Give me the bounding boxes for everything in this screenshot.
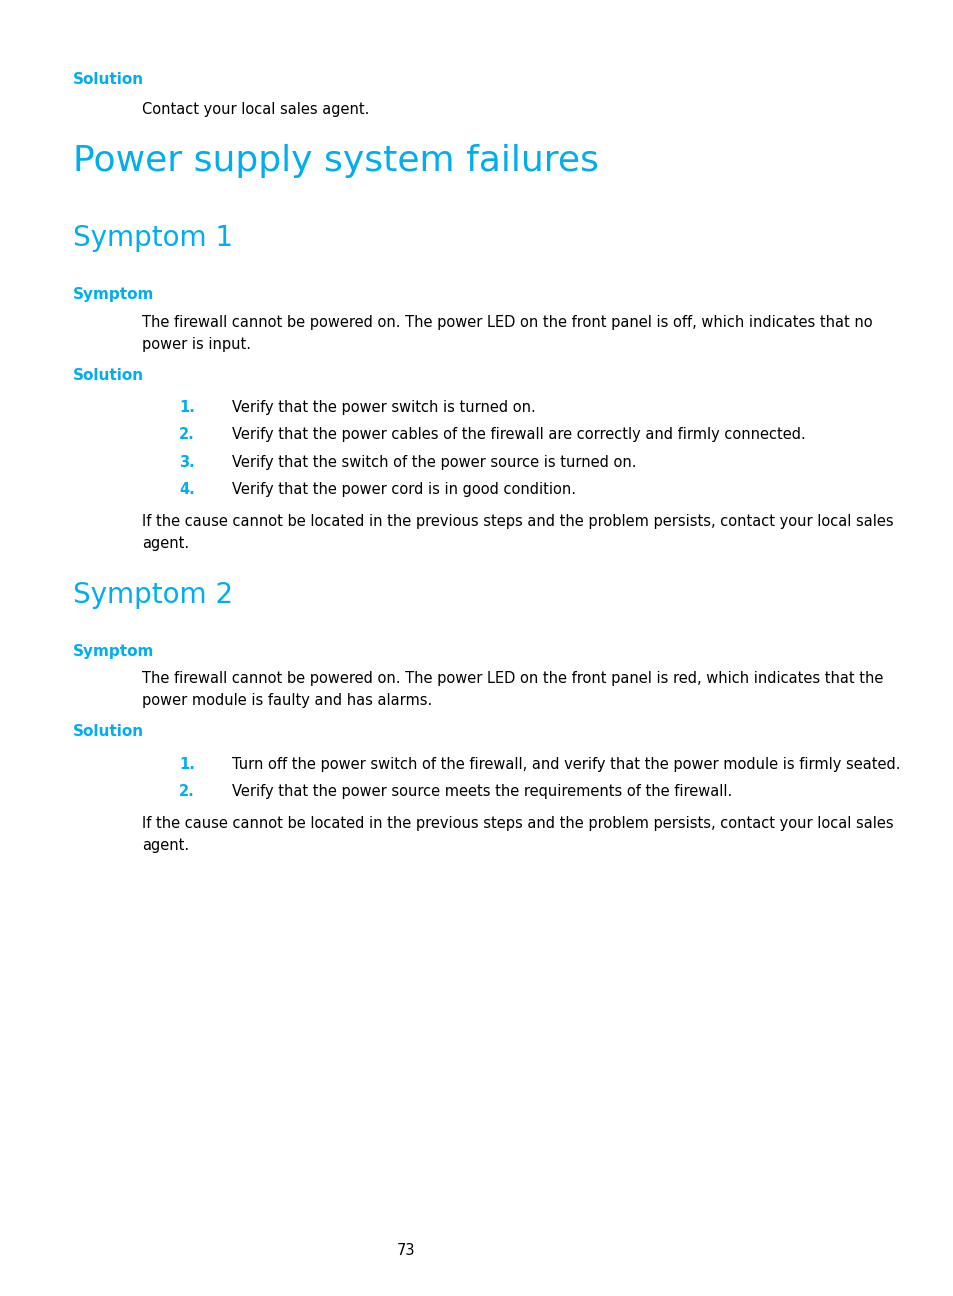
Text: Power supply system failures: Power supply system failures [73, 144, 598, 178]
Text: 2.: 2. [179, 784, 194, 798]
Text: Contact your local sales agent.: Contact your local sales agent. [142, 102, 369, 117]
Text: Symptom 2: Symptom 2 [73, 581, 233, 609]
Text: Solution: Solution [73, 368, 144, 382]
Text: Verify that the power cables of the firewall are correctly and firmly connected.: Verify that the power cables of the fire… [232, 428, 804, 442]
Text: 2.: 2. [179, 428, 194, 442]
Text: If the cause cannot be located in the previous steps and the problem persists, c: If the cause cannot be located in the pr… [142, 816, 893, 831]
Text: agent.: agent. [142, 537, 189, 551]
Text: Turn off the power switch of the firewall, and verify that the power module is f: Turn off the power switch of the firewal… [232, 757, 899, 771]
Text: Symptom 1: Symptom 1 [73, 224, 233, 253]
Text: If the cause cannot be located in the previous steps and the problem persists, c: If the cause cannot be located in the pr… [142, 515, 893, 529]
Text: 4.: 4. [179, 482, 194, 496]
Text: 1.: 1. [179, 757, 194, 771]
Text: agent.: agent. [142, 839, 189, 853]
Text: The firewall cannot be powered on. The power LED on the front panel is red, whic: The firewall cannot be powered on. The p… [142, 671, 882, 686]
Text: Verify that the power source meets the requirements of the firewall.: Verify that the power source meets the r… [232, 784, 731, 798]
Text: Solution: Solution [73, 73, 144, 87]
Text: 3.: 3. [179, 455, 194, 469]
Text: power module is faulty and has alarms.: power module is faulty and has alarms. [142, 693, 432, 708]
Text: Symptom: Symptom [73, 644, 154, 658]
Text: Solution: Solution [73, 724, 144, 739]
Text: Verify that the switch of the power source is turned on.: Verify that the switch of the power sour… [232, 455, 636, 469]
Text: The firewall cannot be powered on. The power LED on the front panel is off, whic: The firewall cannot be powered on. The p… [142, 315, 872, 329]
Text: Verify that the power switch is turned on.: Verify that the power switch is turned o… [232, 400, 535, 415]
Text: Symptom: Symptom [73, 288, 154, 302]
Text: 73: 73 [396, 1243, 415, 1257]
Text: power is input.: power is input. [142, 337, 251, 351]
Text: Verify that the power cord is in good condition.: Verify that the power cord is in good co… [232, 482, 575, 496]
Text: 1.: 1. [179, 400, 194, 415]
